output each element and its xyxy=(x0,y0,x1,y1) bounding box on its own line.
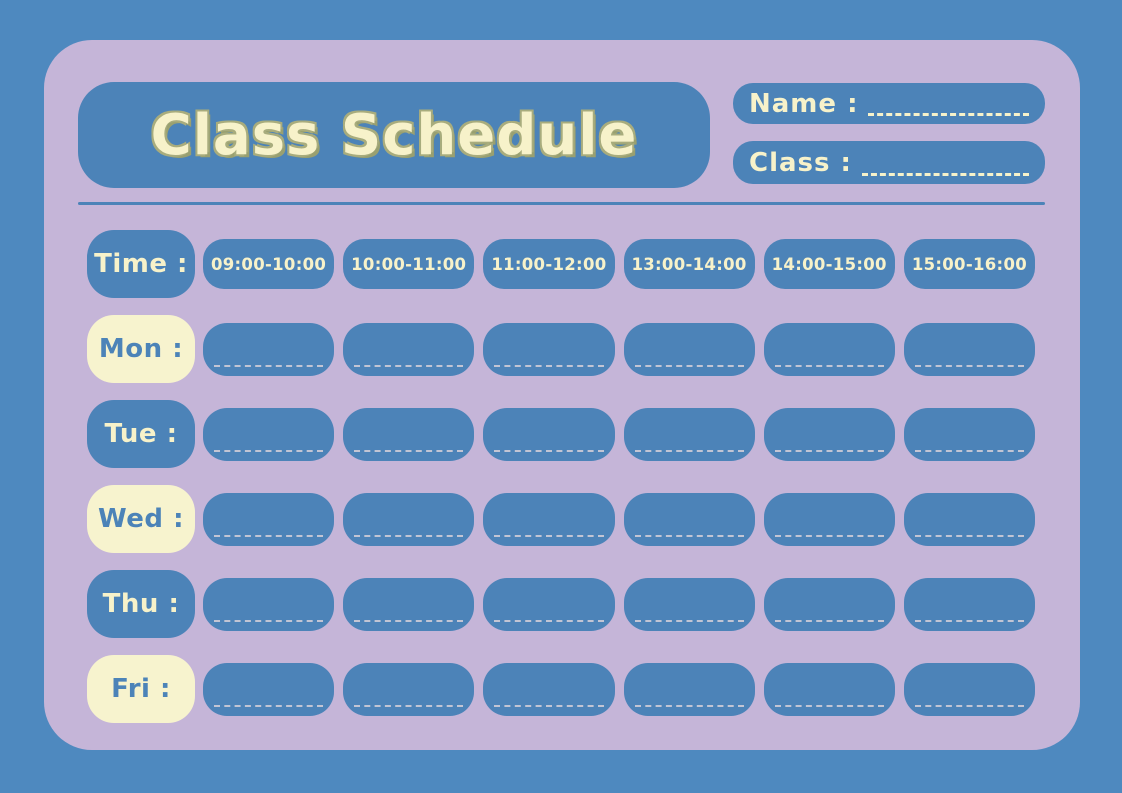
blank-line xyxy=(634,704,744,707)
blank-line xyxy=(914,449,1024,452)
blank-line xyxy=(914,704,1024,707)
blank-line xyxy=(214,619,324,622)
schedule-cell-mon-2[interactable] xyxy=(343,322,475,376)
schedule-cell-mon-3[interactable] xyxy=(483,322,615,376)
schedule-cell-thu-2[interactable] xyxy=(343,577,475,631)
time-row-label: Time : xyxy=(87,230,195,298)
blank-line xyxy=(214,449,324,452)
schedule-cell-fri-4[interactable] xyxy=(623,662,755,716)
time-slot-5: 14:00-15:00 xyxy=(763,239,895,289)
day-label-mon: Mon : xyxy=(87,315,195,383)
schedule-cell-thu-5[interactable] xyxy=(763,577,895,631)
thu-cells xyxy=(203,570,1035,638)
time-row-label-text: Time : xyxy=(94,249,188,279)
blank-line xyxy=(774,364,884,367)
class-blank-line[interactable] xyxy=(861,173,1029,176)
schedule-cell-fri-3[interactable] xyxy=(483,662,615,716)
blank-line xyxy=(494,704,604,707)
schedule-cell-mon-6[interactable] xyxy=(903,322,1035,376)
blank-line xyxy=(214,364,324,367)
schedule-cell-wed-2[interactable] xyxy=(343,492,475,546)
day-label-fri: Fri : xyxy=(87,655,195,723)
blank-line xyxy=(774,534,884,537)
schedule-cell-thu-4[interactable] xyxy=(623,577,755,631)
day-row-thu: Thu : xyxy=(87,570,1035,638)
schedule-cell-tue-3[interactable] xyxy=(483,407,615,461)
blank-line xyxy=(354,534,464,537)
blank-line xyxy=(634,364,744,367)
time-row: Time : 09:00-10:00 10:00-11:00 11:00-12:… xyxy=(87,230,1035,298)
day-row-wed: Wed : xyxy=(87,485,1035,553)
blank-line xyxy=(494,364,604,367)
blank-line xyxy=(774,449,884,452)
schedule-cell-tue-4[interactable] xyxy=(623,407,755,461)
schedule-cell-fri-5[interactable] xyxy=(763,662,895,716)
day-row-mon: Mon : xyxy=(87,315,1035,383)
blank-line xyxy=(214,534,324,537)
blank-line xyxy=(494,619,604,622)
schedule-panel: Class Schedule Name : Class : Time : 09:… xyxy=(44,40,1080,750)
blank-line xyxy=(914,364,1024,367)
blank-line xyxy=(774,704,884,707)
blank-line xyxy=(354,704,464,707)
day-label-wed: Wed : xyxy=(87,485,195,553)
class-field[interactable]: Class : xyxy=(733,141,1045,184)
header-divider xyxy=(78,202,1045,205)
time-slot-4: 13:00-14:00 xyxy=(623,239,755,289)
schedule-cell-tue-2[interactable] xyxy=(343,407,475,461)
schedule-cell-mon-5[interactable] xyxy=(763,322,895,376)
schedule-cell-fri-1[interactable] xyxy=(203,662,335,716)
schedule-cell-tue-5[interactable] xyxy=(763,407,895,461)
time-slot-6: 15:00-16:00 xyxy=(903,239,1035,289)
blank-line xyxy=(914,534,1024,537)
schedule-cell-mon-1[interactable] xyxy=(203,322,335,376)
schedule-cell-wed-1[interactable] xyxy=(203,492,335,546)
name-field[interactable]: Name : xyxy=(733,83,1045,124)
time-slot-3: 11:00-12:00 xyxy=(483,239,615,289)
day-row-fri: Fri : xyxy=(87,655,1035,723)
page-title: Class Schedule xyxy=(150,102,638,168)
schedule-cell-wed-3[interactable] xyxy=(483,492,615,546)
schedule-cell-thu-3[interactable] xyxy=(483,577,615,631)
mon-cells xyxy=(203,315,1035,383)
blank-line xyxy=(214,704,324,707)
blank-line xyxy=(634,449,744,452)
blank-line xyxy=(354,364,464,367)
schedule-cell-mon-4[interactable] xyxy=(623,322,755,376)
blank-line xyxy=(634,619,744,622)
blank-line xyxy=(914,619,1024,622)
blank-line xyxy=(354,619,464,622)
schedule-cell-wed-6[interactable] xyxy=(903,492,1035,546)
tue-cells xyxy=(203,400,1035,468)
name-label: Name : xyxy=(749,88,859,119)
schedule-cell-fri-6[interactable] xyxy=(903,662,1035,716)
name-blank-line[interactable] xyxy=(868,113,1029,116)
time-slot-2: 10:00-11:00 xyxy=(343,239,475,289)
blank-line xyxy=(634,534,744,537)
fri-cells xyxy=(203,655,1035,723)
schedule-cell-fri-2[interactable] xyxy=(343,662,475,716)
schedule-cell-thu-1[interactable] xyxy=(203,577,335,631)
blank-line xyxy=(774,619,884,622)
time-slots: 09:00-10:00 10:00-11:00 11:00-12:00 13:0… xyxy=(203,230,1035,298)
title-banner: Class Schedule xyxy=(78,82,710,188)
schedule-cell-tue-1[interactable] xyxy=(203,407,335,461)
blank-line xyxy=(354,449,464,452)
wed-cells xyxy=(203,485,1035,553)
day-label-thu: Thu : xyxy=(87,570,195,638)
day-row-tue: Tue : xyxy=(87,400,1035,468)
blank-line xyxy=(494,534,604,537)
time-slot-1: 09:00-10:00 xyxy=(203,239,335,289)
schedule-cell-wed-4[interactable] xyxy=(623,492,755,546)
schedule-cell-thu-6[interactable] xyxy=(903,577,1035,631)
day-label-tue: Tue : xyxy=(87,400,195,468)
schedule-cell-wed-5[interactable] xyxy=(763,492,895,546)
blank-line xyxy=(494,449,604,452)
class-label: Class : xyxy=(749,147,852,178)
schedule-cell-tue-6[interactable] xyxy=(903,407,1035,461)
